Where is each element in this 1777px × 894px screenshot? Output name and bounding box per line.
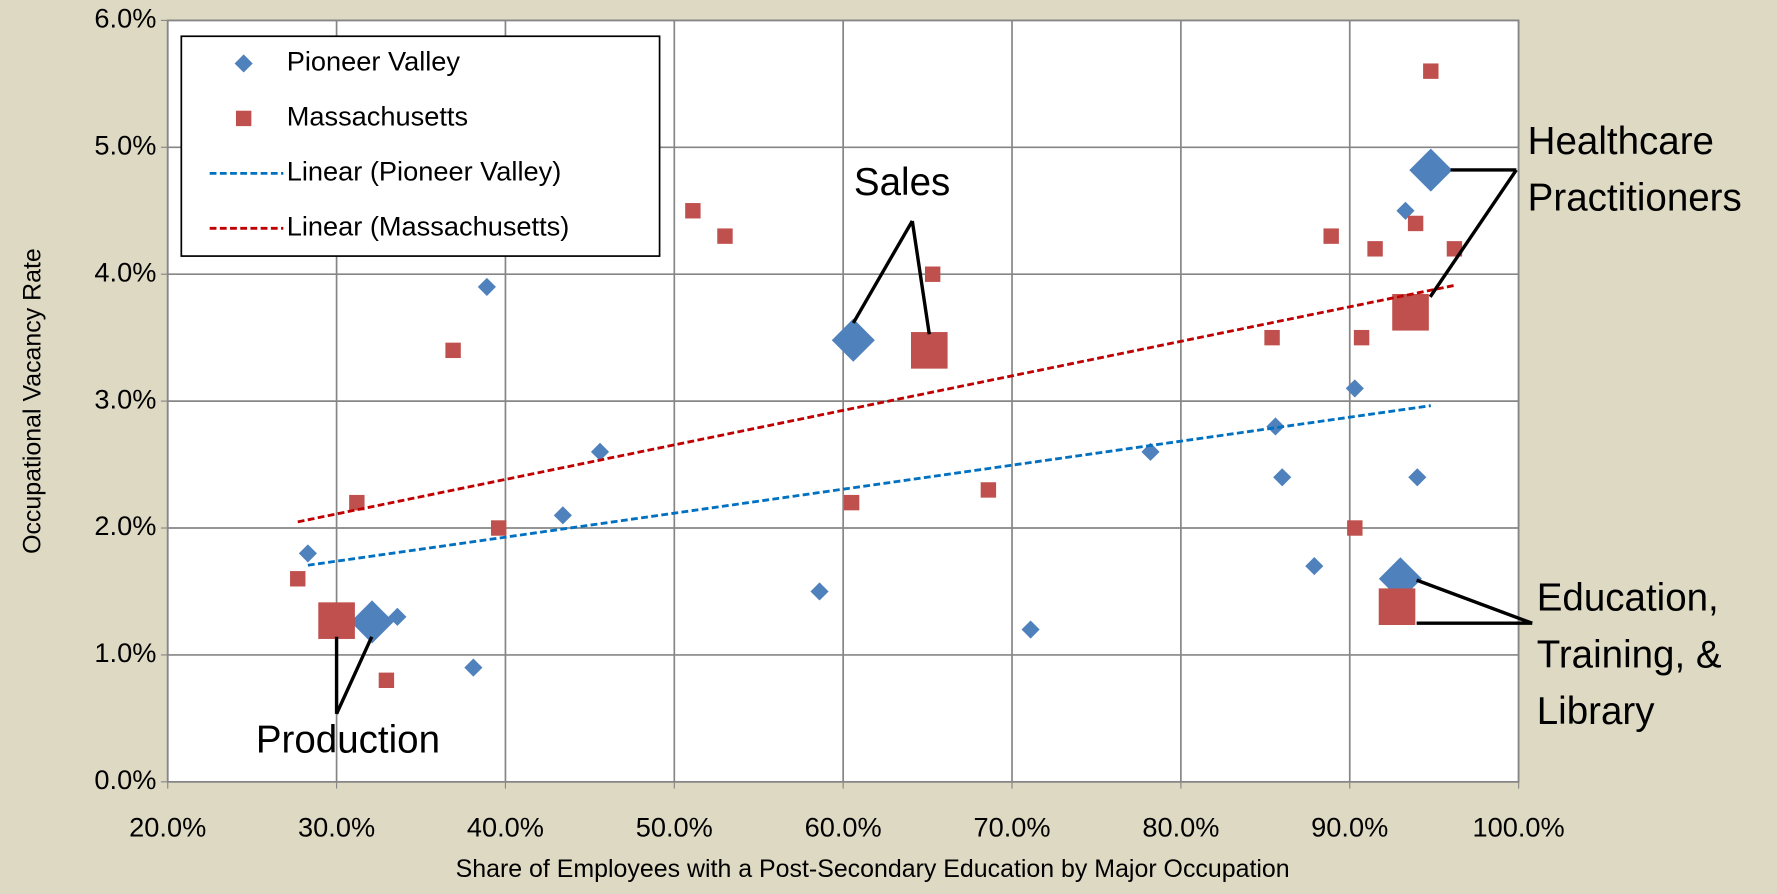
y-axis-title: Occupational Vacancy Rate [19,248,47,554]
point [1378,588,1416,625]
point [1407,215,1424,232]
point [1305,557,1324,576]
point [349,494,365,511]
point [980,482,997,498]
point [685,203,701,219]
annotation: Training, & [1537,633,1722,676]
y-tick-label: 6.0% [94,3,156,34]
point [1021,620,1040,639]
trendline [307,404,1432,567]
point [1264,329,1280,346]
legend-label: Pioneer Valley [287,46,461,77]
point [1392,293,1429,331]
point [924,266,941,282]
callout-line [910,220,931,335]
callout-line [1428,169,1518,298]
callout-line [335,636,374,715]
point [1345,379,1364,398]
point [1273,468,1292,487]
point [298,544,317,563]
point [717,228,733,244]
point [445,342,461,359]
annotation: Sales [854,161,950,204]
annotations: Sales Healthcare Practitioners Education, Tr… [256,120,1742,761]
plot-border [166,19,1520,783]
point [290,571,306,587]
point [1423,63,1439,79]
point [1396,201,1415,220]
point [590,442,610,461]
y-tick-label: 1.0% [94,637,156,668]
legend-marker [235,110,252,127]
point [1266,417,1285,436]
point [1408,468,1427,487]
point [1353,329,1370,346]
x-tick-label: 80.0% [1142,812,1219,843]
point [1323,228,1339,244]
y-tick-label: 3.0% [94,383,156,414]
y-tick-label: 4.0% [94,256,156,287]
x-tick-label: 50.0% [636,812,713,843]
legend-box [180,35,661,257]
point [1347,520,1363,536]
callout-line [1416,578,1533,625]
point [318,602,355,639]
legend-label: Linear (Massachusetts) [287,211,570,242]
marks [290,63,1463,689]
x-tick-label: 20.0% [129,812,206,843]
annotation: Library [1537,690,1655,733]
trendline [297,284,1455,524]
y-tick-label: 0.0% [94,764,156,795]
point [477,277,496,296]
x-tick-label: 100.0% [1472,812,1564,843]
point [490,520,507,536]
annotation: Practitioners [1528,177,1742,220]
point [350,600,394,644]
x-tick-label: 90.0% [1311,812,1388,843]
legend-label: Linear (Pioneer Valley) [287,156,562,187]
point [910,332,948,369]
y-tick-label: 5.0% [94,129,156,160]
point [810,582,829,601]
point [1367,241,1383,257]
x-tick-label: 40.0% [467,812,544,843]
point [1141,442,1160,461]
x-tick-label: 60.0% [805,812,882,843]
point [464,658,483,677]
x-tick-label: 70.0% [973,812,1050,843]
point [843,494,860,511]
y-tick-label: 2.0% [94,510,156,541]
legend: Pioneer Valley Massachusetts Linear (Pione… [180,35,661,257]
legend-label: Massachusetts [287,101,468,132]
x-axis-title: Share of Employees with a Post-Secondary… [456,855,1290,883]
x-tick-label: 30.0% [298,812,375,843]
point [378,672,395,689]
annotation: Education, [1537,577,1719,620]
annotation: Healthcare [1528,120,1714,163]
annotation: Production [256,718,440,761]
callout-line [851,220,914,324]
